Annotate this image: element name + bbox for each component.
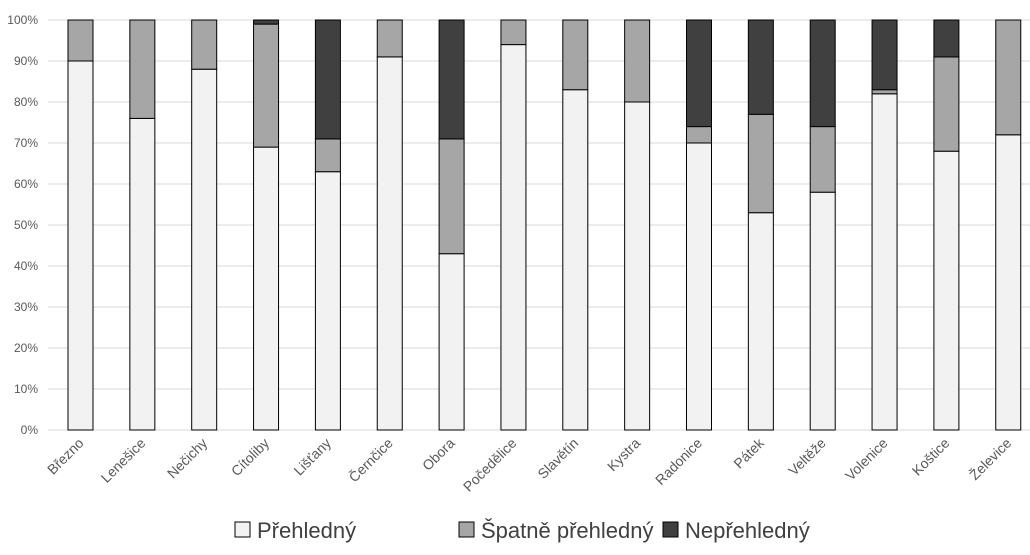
bar-segment-0-series-1 xyxy=(67,19,94,62)
x-category-label: Nečichy xyxy=(164,435,211,482)
bar-segment-5-series-1 xyxy=(376,19,403,58)
y-tick-label: 40% xyxy=(14,259,38,273)
y-tick-label: 20% xyxy=(14,341,38,355)
bar-stack-4 xyxy=(314,19,341,431)
bar-segment-10-series-2 xyxy=(686,19,712,128)
bars xyxy=(67,19,1022,431)
x-category-label: Slavětín xyxy=(534,435,581,482)
bar-segment-4-series-2 xyxy=(314,19,341,140)
bar-segment-7-series-1 xyxy=(500,19,527,46)
bar-segment-14-series-1 xyxy=(933,56,960,152)
bar-segment-4-series-0 xyxy=(314,171,341,431)
legend-swatch-1 xyxy=(458,521,475,538)
bar-stack-11 xyxy=(747,19,774,431)
bar-segment-11-series-2 xyxy=(747,19,774,115)
bar-segment-10-series-1 xyxy=(686,126,712,144)
bar-stack-8 xyxy=(562,19,589,431)
x-category-label: Pátek xyxy=(730,434,767,471)
y-tick-label: 10% xyxy=(14,382,38,396)
x-category-label: Cítoliby xyxy=(228,435,272,479)
bar-segment-2-series-0 xyxy=(191,68,218,431)
bar-segment-12-series-1 xyxy=(809,126,836,193)
bar-stack-3 xyxy=(253,19,280,431)
x-category-label: Koštice xyxy=(909,435,953,479)
bar-segment-8-series-0 xyxy=(562,89,589,431)
y-tick-label: 60% xyxy=(14,177,38,191)
bar-segment-11-series-1 xyxy=(747,113,774,214)
x-category-label: Veltěže xyxy=(785,435,829,479)
y-tick-label: 80% xyxy=(14,95,38,109)
bar-segment-13-series-0 xyxy=(871,93,898,431)
bar-stack-0 xyxy=(67,19,94,431)
x-category-label: Radonice xyxy=(652,435,705,488)
y-tick-label: 70% xyxy=(14,136,38,150)
bar-stack-15 xyxy=(995,19,1022,431)
bar-stack-14 xyxy=(933,19,960,431)
bar-segment-3-series-1 xyxy=(253,23,280,148)
bar-segment-3-series-2 xyxy=(253,19,280,25)
y-tick-label: 90% xyxy=(14,54,38,68)
bar-segment-9-series-1 xyxy=(624,19,651,103)
bar-segment-14-series-0 xyxy=(933,150,960,431)
bar-stack-1 xyxy=(129,19,156,431)
bar-segment-3-series-0 xyxy=(253,146,280,431)
bar-segment-13-series-2 xyxy=(871,19,898,91)
bar-stack-10 xyxy=(686,19,712,431)
bar-stack-2 xyxy=(191,19,218,431)
bar-segment-0-series-0 xyxy=(67,60,94,431)
x-category-label: Obora xyxy=(419,435,458,474)
legend-label-0: Přehledný xyxy=(257,518,356,543)
bar-stack-13 xyxy=(871,19,898,431)
bar-segment-4-series-1 xyxy=(314,138,341,173)
bar-segment-9-series-0 xyxy=(624,101,651,431)
bar-stack-9 xyxy=(624,19,651,431)
bar-segment-15-series-0 xyxy=(995,134,1022,431)
y-tick-label: 100% xyxy=(7,13,38,27)
bar-segment-15-series-1 xyxy=(995,19,1022,136)
legend-label-2: Nepřehledný xyxy=(685,518,810,543)
bar-segment-6-series-2 xyxy=(438,19,465,140)
x-category-label: Želevice xyxy=(966,435,1014,483)
bar-segment-12-series-0 xyxy=(809,191,836,431)
x-category-label: Volenice xyxy=(842,435,891,484)
bar-segment-5-series-0 xyxy=(376,56,403,431)
bar-segment-2-series-1 xyxy=(191,19,218,70)
bar-segment-8-series-1 xyxy=(562,19,589,91)
x-category-label: Lenešice xyxy=(98,435,149,486)
y-tick-label: 0% xyxy=(21,423,39,437)
x-axis-category-labels: Březno Lenešice Nečichy Cítoliby Lišťany Čern… xyxy=(44,434,1015,494)
bar-stack-6 xyxy=(438,19,465,431)
legend-swatch-0 xyxy=(234,521,251,538)
y-axis-tick-labels: 0% 10% 20% 30% 40% 50% 60% 70% 80% 90% 100% xyxy=(7,13,38,437)
bar-stack-5 xyxy=(376,19,403,431)
bar-segment-11-series-0 xyxy=(747,212,774,431)
x-category-label: Lišťany xyxy=(290,435,334,479)
bar-stack-7 xyxy=(500,19,527,431)
x-category-label: Březno xyxy=(44,435,87,478)
bar-segment-6-series-1 xyxy=(438,138,465,255)
y-tick-label: 50% xyxy=(14,218,38,232)
bar-segment-13-series-1 xyxy=(871,89,898,95)
bar-stack-12 xyxy=(809,19,836,431)
legend: Přehledný Špatně přehledný Nepřehledný xyxy=(234,518,810,543)
bar-segment-12-series-2 xyxy=(809,19,836,128)
bar-segment-1-series-0 xyxy=(129,117,156,431)
legend-swatch-2 xyxy=(662,521,679,538)
bar-segment-7-series-0 xyxy=(500,44,527,431)
legend-label-1: Špatně přehledný xyxy=(481,518,653,543)
x-category-label: Počedělice xyxy=(460,435,520,495)
bar-segment-6-series-0 xyxy=(438,253,465,431)
x-category-label: Kystra xyxy=(604,435,644,475)
bar-segment-10-series-0 xyxy=(686,142,712,431)
bar-segment-14-series-2 xyxy=(933,19,960,58)
bar-segment-1-series-1 xyxy=(129,19,156,119)
y-tick-label: 30% xyxy=(14,300,38,314)
x-category-label: Černčice xyxy=(345,435,396,486)
